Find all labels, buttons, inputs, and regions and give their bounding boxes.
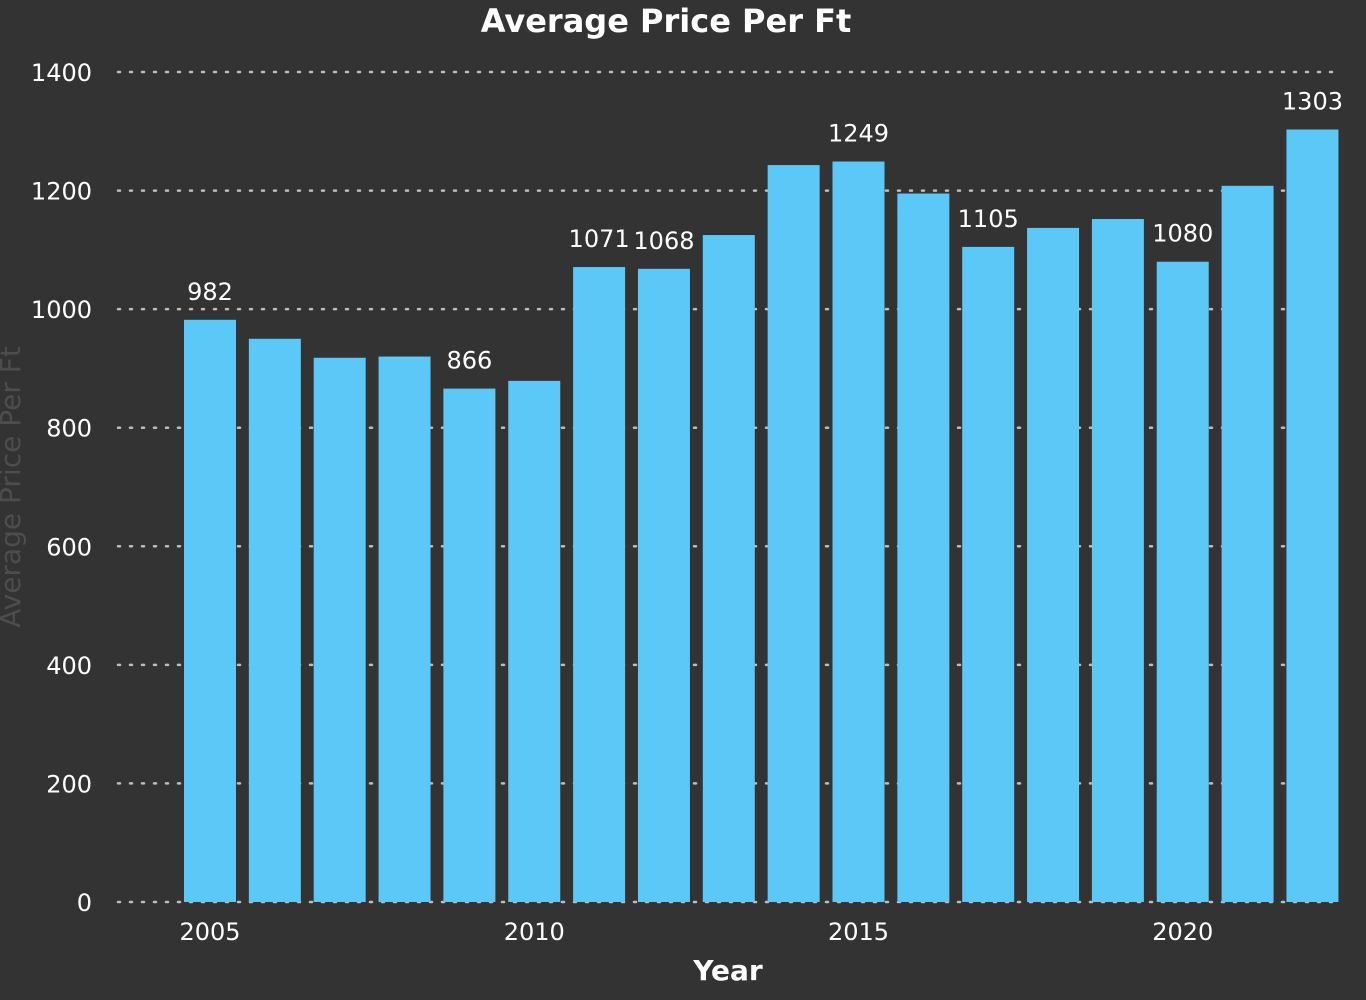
bar-2010 [508,380,561,903]
bar-2017 [962,246,1015,903]
data-label-2012: 1068 [633,227,694,255]
y-tick-label-400: 400 [46,652,92,680]
bar-2012 [637,268,690,902]
y-tick-label-600: 600 [46,533,92,561]
y-tick-label-1200: 1200 [31,178,92,206]
bar-2014 [767,165,820,903]
bar-2022 [1286,129,1339,902]
y-axis-title: Average Price Per Ft [0,346,27,628]
bar-2015 [832,161,885,902]
data-label-2020: 1080 [1152,220,1213,248]
data-labels: 982 866 1071 1068 1249 1105 1080 1303 [187,88,1343,375]
data-label-2022: 1303 [1282,88,1343,116]
bar-2008 [378,356,431,903]
chart-title: Average Price Per Ft [481,2,852,40]
x-axis-title: Year [692,954,763,987]
data-label-2011: 1071 [569,225,630,253]
bar-2011 [573,267,626,902]
x-tick-label-2010: 2010 [504,918,565,946]
data-label-2015: 1249 [828,120,889,148]
bar-2016 [897,193,950,903]
x-tick-label-2005: 2005 [179,918,240,946]
bar-2019 [1091,219,1144,902]
y-tick-label-1400: 1400 [31,59,92,87]
bars [184,129,1339,903]
x-tick-label-2020: 2020 [1152,918,1213,946]
data-label-2005: 982 [187,278,233,306]
bar-2020 [1156,261,1209,902]
y-tick-label-200: 200 [46,770,92,798]
bar-2007 [313,357,366,902]
x-tick-label-2015: 2015 [828,918,889,946]
bar-2005 [184,319,236,902]
x-axis-ticks: 2005 2010 2015 2020 [179,918,1213,946]
data-label-2017: 1105 [958,205,1019,233]
bar-2009 [443,388,496,903]
y-axis-ticks: 0 200 400 600 800 1000 1200 1400 [31,59,92,917]
y-tick-label-0: 0 [77,889,92,917]
bar-2006 [248,338,301,902]
y-tick-label-800: 800 [46,415,92,443]
data-label-2009: 866 [446,347,492,375]
y-tick-label-1000: 1000 [31,296,92,324]
bar-2013 [702,235,755,903]
bar-2021 [1221,185,1274,903]
bar-2018 [1027,227,1080,902]
